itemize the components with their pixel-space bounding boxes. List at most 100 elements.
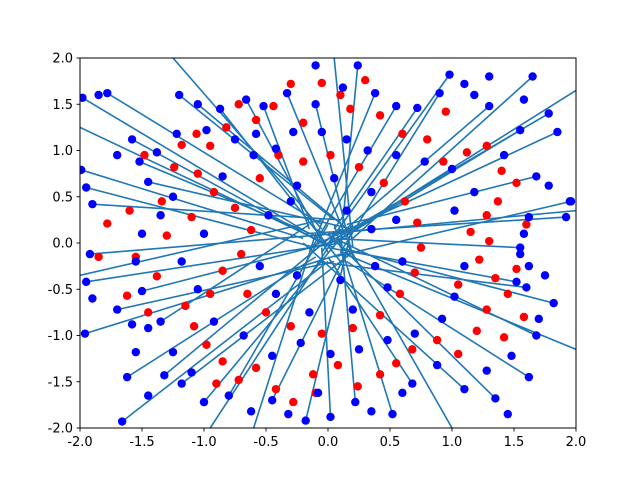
line-segment	[80, 126, 335, 249]
blue-point	[199, 397, 209, 407]
blue-point	[565, 197, 574, 206]
red-point	[261, 308, 271, 317]
blue-point	[532, 172, 541, 181]
red-point	[286, 79, 295, 89]
blue-points-layer	[80, 61, 576, 426]
red-points-layer	[94, 76, 531, 407]
blue-point	[88, 199, 97, 209]
red-point	[157, 197, 167, 206]
red-point	[466, 227, 475, 237]
red-point	[103, 219, 112, 228]
blue-point	[127, 135, 137, 144]
red-point	[375, 111, 385, 120]
line-segment	[245, 99, 329, 253]
red-point	[333, 360, 343, 370]
line-segment	[117, 260, 335, 311]
blue-point	[351, 397, 360, 407]
red-point	[181, 301, 190, 311]
blue-point	[348, 305, 357, 314]
blue-point	[80, 93, 87, 102]
blue-point	[367, 224, 376, 234]
blue-point	[271, 289, 281, 299]
red-point	[193, 169, 202, 178]
blue-point	[516, 249, 525, 259]
red-point	[485, 236, 494, 246]
blue-point	[516, 125, 525, 135]
blue-point	[330, 174, 339, 183]
y-tick-label: 0.5	[52, 190, 73, 205]
red-point	[482, 305, 491, 314]
blue-point	[113, 305, 122, 314]
red-point	[491, 273, 500, 283]
red-point	[187, 212, 196, 222]
blue-point	[460, 79, 469, 89]
blue-point	[485, 72, 494, 81]
line-segment	[339, 92, 441, 253]
line-segment	[86, 242, 341, 283]
blue-point	[284, 409, 293, 419]
red-point	[271, 384, 281, 394]
blue-point	[209, 317, 219, 326]
blue-point	[301, 416, 310, 425]
blue-point	[410, 329, 419, 338]
blue-point	[286, 197, 295, 206]
blue-point	[264, 211, 273, 220]
line-segment	[327, 237, 521, 249]
blue-point	[470, 90, 479, 100]
red-point	[375, 310, 385, 320]
blue-point	[470, 187, 479, 197]
red-point	[206, 289, 215, 299]
red-point	[218, 357, 227, 366]
red-point	[122, 291, 132, 300]
blue-point	[544, 181, 553, 190]
red-point	[499, 333, 509, 342]
blue-point	[450, 292, 459, 301]
blue-point	[342, 206, 351, 215]
line-segment	[131, 138, 323, 244]
red-point	[482, 211, 491, 220]
line-segment	[85, 186, 316, 249]
blue-point	[450, 206, 459, 215]
red-point	[246, 225, 256, 235]
blue-point	[485, 101, 494, 111]
red-point	[395, 289, 405, 299]
blue-point	[271, 144, 281, 153]
red-point	[493, 197, 503, 206]
red-point	[189, 322, 199, 331]
blue-point	[522, 283, 531, 292]
line-segment	[346, 260, 530, 378]
line-segment	[126, 256, 317, 378]
blue-point	[131, 257, 140, 266]
red-point	[218, 266, 227, 275]
blue-point	[289, 127, 298, 137]
blue-point	[353, 61, 362, 70]
blue-point	[544, 109, 553, 118]
red-point	[454, 280, 463, 289]
x-tick-label: -0.5	[253, 435, 278, 450]
red-point	[289, 397, 298, 407]
blue-point	[199, 229, 209, 238]
line-segment	[252, 233, 317, 428]
red-point	[519, 312, 529, 322]
blue-point	[528, 72, 537, 81]
line-segment	[345, 242, 453, 428]
x-tick-label: 0.5	[380, 435, 401, 450]
red-point	[354, 162, 364, 172]
red-point	[230, 203, 240, 213]
blue-point	[447, 164, 457, 174]
blue-point	[370, 261, 380, 271]
blue-point	[392, 215, 401, 225]
red-point	[379, 178, 388, 188]
red-point	[152, 272, 162, 281]
blue-point	[292, 271, 302, 280]
blue-point	[122, 372, 132, 382]
red-point	[400, 197, 410, 206]
blue-point	[519, 229, 529, 238]
blue-point	[388, 409, 397, 419]
line-segment	[339, 89, 576, 240]
red-point	[475, 255, 484, 264]
blue-point	[85, 249, 95, 259]
line-segment	[327, 233, 496, 399]
blue-point	[230, 135, 240, 144]
